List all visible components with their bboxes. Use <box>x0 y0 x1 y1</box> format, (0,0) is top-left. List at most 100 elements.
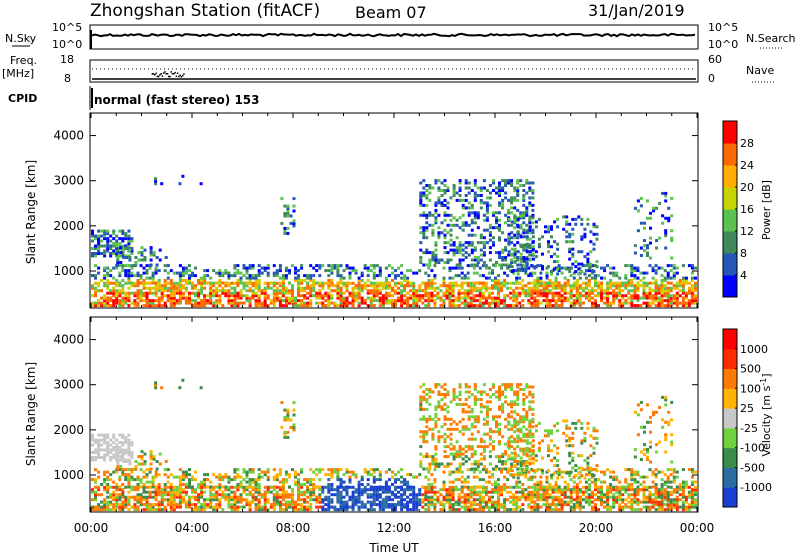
power-cell <box>149 258 153 262</box>
power-cell <box>109 247 113 250</box>
power-cell <box>485 241 489 245</box>
velocity-cell <box>469 493 473 497</box>
power-cell <box>464 198 468 202</box>
velocity-cell <box>300 470 304 474</box>
power-cell <box>510 231 514 235</box>
power-cell <box>136 301 140 305</box>
power-cell <box>519 245 523 249</box>
power-cell <box>292 224 296 228</box>
power-cell <box>224 294 228 298</box>
velocity-cell <box>481 485 485 489</box>
velocity-cell <box>339 505 343 509</box>
power-cell <box>422 233 426 237</box>
velocity-cell <box>206 498 210 502</box>
velocity-cell <box>424 493 428 497</box>
velocity-cell <box>194 490 197 494</box>
power-cell <box>446 258 450 262</box>
power-cell <box>457 289 461 293</box>
velocity-cell <box>400 488 404 492</box>
velocity-cell <box>245 498 249 502</box>
velocity-cell <box>560 508 564 512</box>
power-cell <box>443 218 447 222</box>
power-cell <box>663 279 667 282</box>
power-cell <box>272 289 276 293</box>
power-cell <box>121 252 125 255</box>
power-cell <box>498 184 501 187</box>
power-cell <box>127 242 131 245</box>
velocity-cell <box>212 485 216 489</box>
velocity-cell <box>648 508 652 512</box>
power-cell <box>654 296 658 300</box>
power-cell <box>394 299 397 303</box>
power-cell <box>145 269 149 273</box>
velocity-cell <box>139 478 143 482</box>
power-cell <box>606 289 610 293</box>
velocity-cell <box>397 500 400 504</box>
power-cell <box>430 299 434 303</box>
power-cell <box>488 231 492 235</box>
power-cell <box>369 269 373 273</box>
power-cell <box>378 266 382 270</box>
power-cell <box>642 289 646 293</box>
velocity-cell <box>181 475 185 479</box>
velocity-cell <box>560 488 564 492</box>
velocity-cell <box>669 485 673 489</box>
velocity-cell <box>312 478 316 482</box>
power-cell <box>115 279 119 282</box>
power-cell <box>687 304 691 308</box>
power-cell <box>286 207 290 210</box>
velocity-cell <box>224 475 228 479</box>
power-cell <box>134 263 138 267</box>
power-cell <box>654 304 658 308</box>
power-cell <box>194 266 197 270</box>
velocity-cell <box>406 495 410 499</box>
power-cell <box>178 279 182 282</box>
power-cell <box>560 299 564 303</box>
power-cell <box>203 279 207 282</box>
velocity-cell <box>163 505 167 509</box>
velocity-cell <box>224 495 228 499</box>
power-cell <box>345 301 349 305</box>
velocity-cell <box>333 505 337 509</box>
velocity-cell <box>91 443 94 447</box>
power-cell <box>421 289 425 293</box>
velocity-cell <box>324 498 328 502</box>
power-cell <box>443 246 447 250</box>
power-cell <box>583 235 587 239</box>
power-cell <box>122 256 126 259</box>
velocity-cell <box>121 473 125 477</box>
power-cell <box>430 281 434 285</box>
velocity-cell <box>512 503 516 507</box>
velocity-cell <box>345 470 349 474</box>
power-cell <box>461 223 465 227</box>
power-cell <box>428 184 432 187</box>
power-cell <box>525 206 529 210</box>
power-cell <box>142 284 146 288</box>
velocity-cell <box>297 473 300 477</box>
power-cell <box>448 269 452 273</box>
velocity-cell <box>321 505 325 509</box>
power-cell <box>609 301 613 305</box>
power-cell <box>372 284 376 288</box>
power-cell <box>531 191 535 195</box>
power-cell <box>336 294 340 298</box>
power-cell <box>442 281 446 285</box>
velocity-cell <box>666 480 670 484</box>
power-cell <box>348 271 352 275</box>
velocity-cell <box>442 488 446 492</box>
power-cell <box>288 271 291 275</box>
power-cell <box>501 258 505 262</box>
velocity-cell <box>469 495 473 499</box>
velocity-cell <box>121 493 125 497</box>
power-cell <box>484 286 488 290</box>
power-cell <box>403 286 407 290</box>
power-cell <box>194 304 197 308</box>
power-cell <box>257 289 261 293</box>
velocity-cell <box>639 508 643 512</box>
velocity-cell <box>203 505 207 509</box>
power-cell <box>94 304 97 308</box>
velocity-cell <box>594 485 597 489</box>
velocity-cell <box>642 480 646 484</box>
power-cell <box>630 271 634 275</box>
power-cell <box>451 301 455 305</box>
